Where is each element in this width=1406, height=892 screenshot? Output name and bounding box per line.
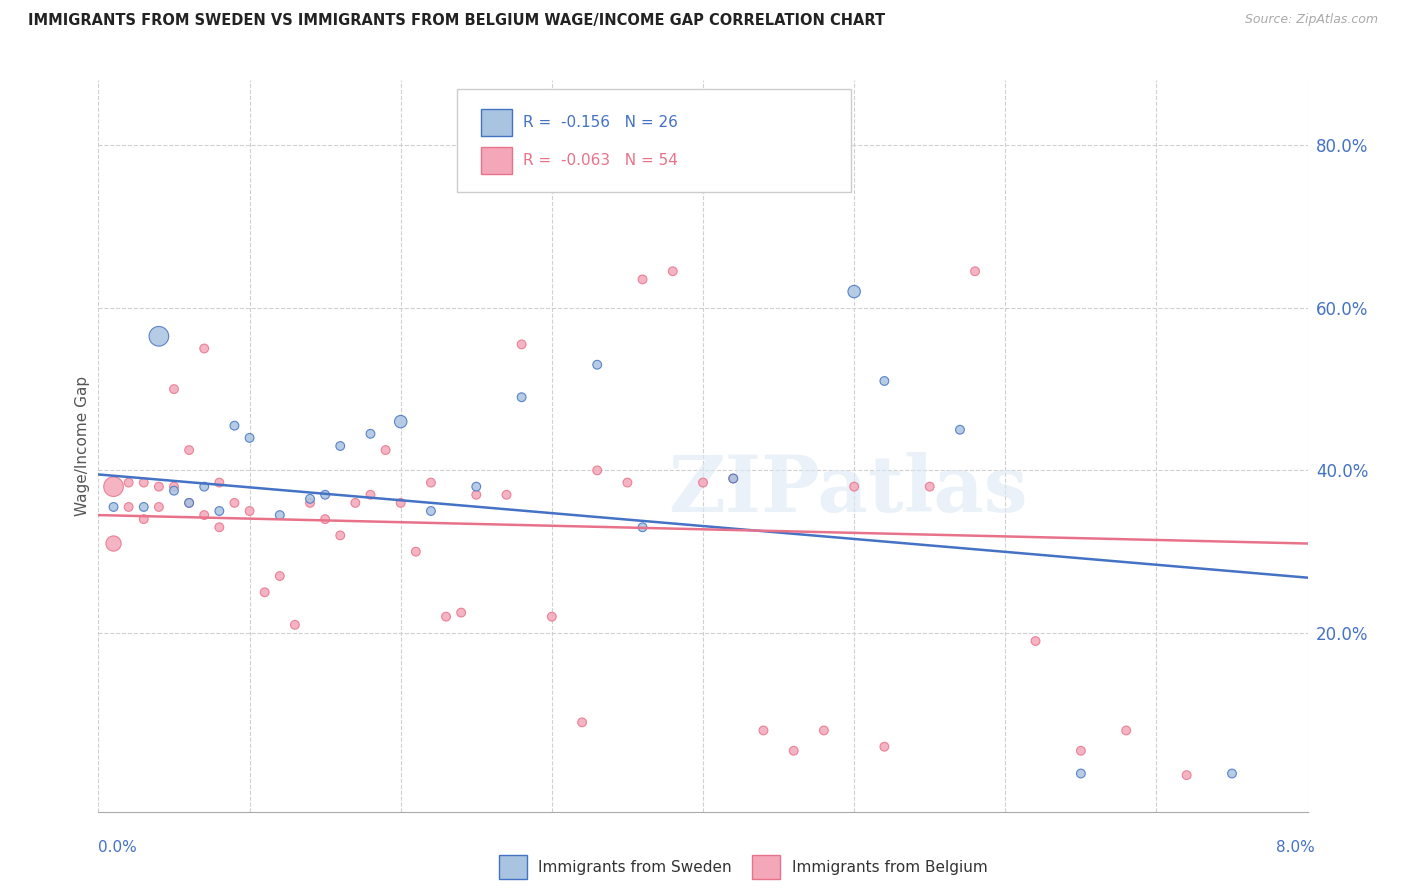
Point [193,480,215,494]
Point [571,715,593,730]
Point [148,500,170,514]
Point [193,342,215,356]
Point [631,272,654,286]
Point [631,520,654,534]
Point [179,496,201,510]
Point [118,500,141,514]
Point [208,475,231,490]
Point [163,382,186,396]
Point [284,617,307,632]
Point [662,264,685,278]
Point [510,337,533,351]
Point [495,488,517,502]
Point [132,500,155,514]
Y-axis label: Wage/Income Gap: Wage/Income Gap [75,376,90,516]
Point [510,390,533,404]
Point [132,512,155,526]
Point [1115,723,1137,738]
Text: 0.0%: 0.0% [98,840,138,855]
Point [253,585,276,599]
Text: Immigrants from Sweden: Immigrants from Sweden [538,860,733,874]
Point [723,471,745,485]
Point [360,488,382,502]
Point [329,528,352,542]
Point [541,609,564,624]
Text: Immigrants from Belgium: Immigrants from Belgium [792,860,987,874]
Point [389,496,412,510]
Point [179,443,201,458]
Point [269,508,291,522]
Point [132,475,155,490]
Point [208,504,231,518]
Point [208,520,231,534]
Point [616,475,638,490]
Point [103,480,125,494]
Point [586,358,609,372]
Point [148,480,170,494]
Point [179,496,201,510]
Point [692,475,714,490]
Point [1220,766,1243,780]
Point [299,491,322,506]
Point [374,443,396,458]
Point [420,475,443,490]
Point [465,480,488,494]
Text: R =  -0.063   N = 54: R = -0.063 N = 54 [523,153,678,168]
Point [148,329,170,343]
Point [873,739,896,754]
Point [314,512,336,526]
Point [269,569,291,583]
Point [873,374,896,388]
Point [329,439,352,453]
Point [1025,634,1047,648]
Point [239,431,262,445]
Text: Source: ZipAtlas.com: Source: ZipAtlas.com [1244,13,1378,27]
Point [224,496,246,510]
Point [844,480,866,494]
Point [344,496,367,510]
Text: ZIPatlas: ZIPatlas [668,452,1028,528]
Point [752,723,775,738]
Point [783,744,806,758]
Point [465,488,488,502]
Point [299,496,322,510]
Point [949,423,972,437]
Point [103,536,125,550]
Point [224,418,246,433]
Point [163,483,186,498]
Point [813,723,835,738]
Point [723,471,745,485]
Text: 8.0%: 8.0% [1275,840,1315,855]
Point [103,500,125,514]
Point [118,475,141,490]
Point [1070,766,1092,780]
Text: IMMIGRANTS FROM SWEDEN VS IMMIGRANTS FROM BELGIUM WAGE/INCOME GAP CORRELATION CH: IMMIGRANTS FROM SWEDEN VS IMMIGRANTS FRO… [28,13,886,29]
Point [163,480,186,494]
Point [360,426,382,441]
Point [918,480,941,494]
Point [420,504,443,518]
Point [450,606,472,620]
Point [844,285,866,299]
Point [239,504,262,518]
Point [434,609,457,624]
Point [314,488,336,502]
Point [389,415,412,429]
Point [1070,744,1092,758]
Point [1175,768,1198,782]
Point [965,264,987,278]
Point [586,463,609,477]
Text: R =  -0.156   N = 26: R = -0.156 N = 26 [523,115,678,129]
Point [193,508,215,522]
Point [405,544,427,558]
